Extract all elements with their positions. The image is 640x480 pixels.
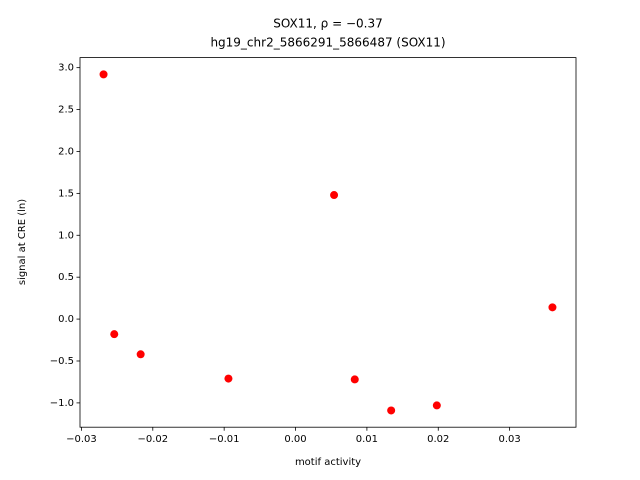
y-axis-label: signal at CRE (ln) [17,199,28,285]
axes-frame [79,57,577,428]
chart-title: SOX11, ρ = −0.37 [273,17,383,31]
y-tick-label: 1.5 [58,188,74,199]
point [350,375,359,384]
x-tick-label: 0.00 [284,434,306,445]
point [432,401,441,410]
y-tick-label: 0.5 [58,272,74,283]
y-tick-label: 0.0 [58,314,74,325]
x-tick-label: 0.01 [356,434,378,445]
point [387,406,396,415]
point [110,330,119,339]
point [224,374,233,383]
y-tick-label: −0.5 [50,356,74,367]
point [136,350,145,359]
y-tick-label: 2.5 [58,105,74,116]
x-tick-label: −0.01 [209,434,240,445]
point [99,70,108,79]
y-tick-label: 1.0 [58,230,74,241]
x-axis-label: motif activity [295,457,361,468]
y-tick-label: 2.0 [58,146,74,157]
chart-subtitle: hg19_chr2_5866291_5866487 (SOX11) [210,36,445,50]
x-tick-label: 0.03 [498,434,520,445]
y-tick-label: 3.0 [58,63,74,74]
y-tick-label: −1.0 [50,398,74,409]
x-tick-label: 0.02 [427,434,449,445]
x-tick-label: −0.02 [137,434,168,445]
x-tick-label: −0.03 [66,434,97,445]
point [330,191,339,200]
point [548,303,557,312]
